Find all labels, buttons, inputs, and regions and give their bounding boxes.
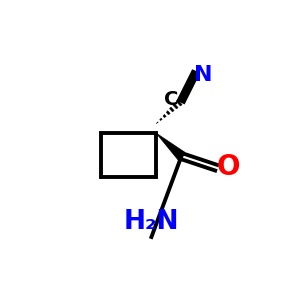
Text: C: C: [164, 90, 178, 109]
Text: N: N: [194, 65, 213, 85]
Polygon shape: [163, 114, 166, 118]
Polygon shape: [169, 107, 174, 112]
Text: H₂N: H₂N: [124, 209, 179, 235]
Text: O: O: [217, 152, 241, 181]
Polygon shape: [156, 122, 158, 124]
Polygon shape: [160, 118, 162, 121]
Polygon shape: [176, 100, 182, 106]
Polygon shape: [156, 133, 185, 160]
Polygon shape: [166, 111, 170, 115]
Polygon shape: [173, 103, 178, 109]
